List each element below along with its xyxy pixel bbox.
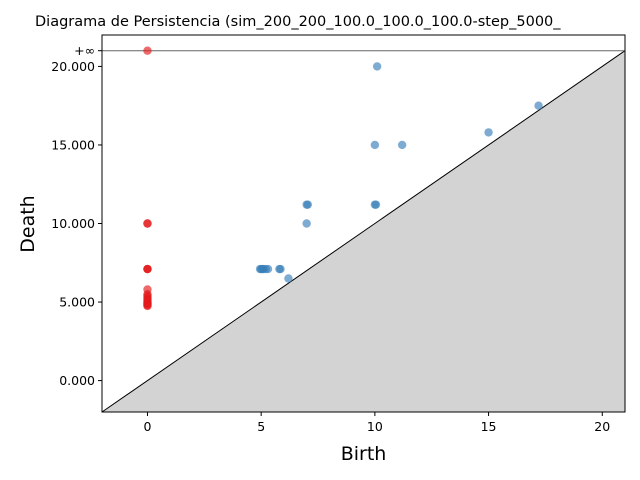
y-tick-label-0: 0.000	[59, 373, 95, 388]
x-tick-label-0: 0	[144, 419, 152, 434]
x-tick-label-3: 15	[481, 419, 497, 434]
x-tick-label-2: 10	[367, 419, 383, 434]
data-point-s1-9	[302, 219, 311, 228]
y-tick-label-4: 20.000	[51, 59, 95, 74]
y-axis-ticks: 0.000 5.000 10.000 15.000 20.000+∞	[51, 43, 102, 388]
x-tick-label-1: 5	[257, 419, 265, 434]
data-point-s1-2	[484, 128, 493, 137]
data-point-s1-18	[284, 274, 293, 283]
data-point-s1-8	[371, 200, 381, 209]
chart-title: Diagrama de Persistencia (sim_200_200_10…	[35, 14, 561, 30]
data-point-s0-5	[143, 264, 152, 274]
diagonal-line	[101, 50, 626, 413]
data-point-s1-0	[372, 62, 382, 71]
y-tick-label-1: 5.000	[59, 295, 95, 310]
data-point-s1-15	[263, 264, 273, 274]
y-axis-label: Death	[17, 195, 39, 252]
x-tick-label-4: 20	[594, 419, 610, 434]
y-tick-label-3: 15.000	[51, 137, 95, 152]
data-point-s1-17	[276, 264, 285, 274]
data-point-s1-4	[397, 140, 407, 150]
y-tick-label-5: +∞	[74, 43, 95, 58]
x-axis-ticks: 0 5 10 15 20	[144, 412, 610, 434]
data-point-s1-3	[370, 140, 380, 150]
data-points	[143, 46, 543, 311]
data-point-s0-17	[143, 301, 152, 311]
y-tick-label-2: 10.000	[51, 216, 95, 231]
data-point-s0-2	[143, 219, 152, 228]
data-point-s1-1	[534, 101, 543, 110]
plot-area	[101, 34, 626, 413]
x-axis-label: Birth	[341, 443, 387, 465]
data-point-s1-6	[303, 200, 312, 209]
data-point-s0-0	[143, 46, 152, 55]
